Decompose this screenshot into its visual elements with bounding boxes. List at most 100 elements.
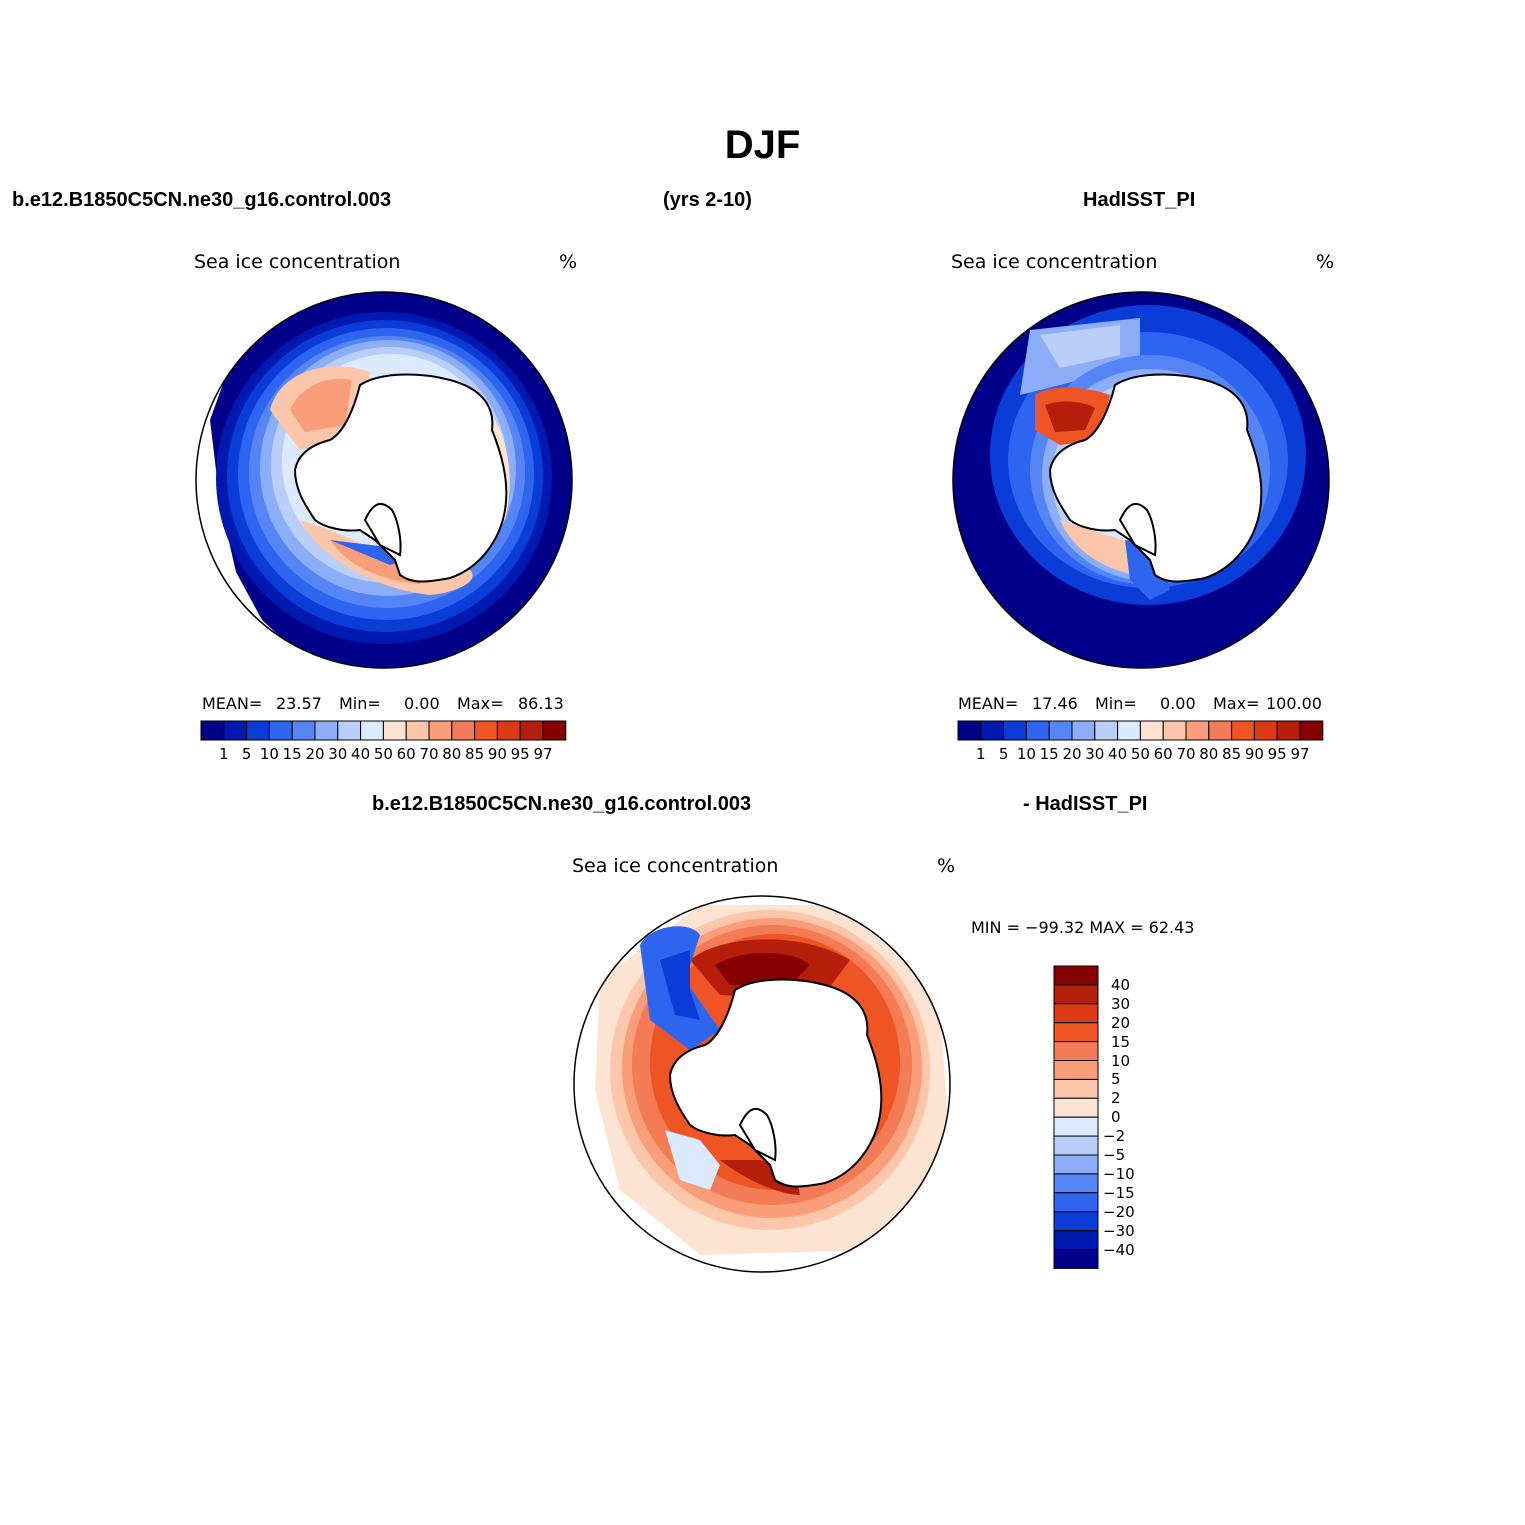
colorbar-tick-label: 20 [1111, 1013, 1131, 1032]
obs-sic-map [952, 291, 1330, 669]
colorbar-tick-label: 20 [1062, 745, 1082, 763]
colorbar-cell [1276, 720, 1301, 741]
panel-2-min-value: 0.00 [1160, 694, 1196, 713]
colorbar-cell [474, 720, 498, 741]
colorbar-tick-label: 10 [1111, 1051, 1131, 1070]
colorbar-cell [428, 720, 453, 741]
panel-2-max-value: 100.00 [1266, 694, 1322, 713]
colorbar-cell [1253, 720, 1278, 741]
colorbar-cell [405, 720, 430, 741]
colorbar-cell [1053, 1135, 1099, 1156]
antarctica-coastline-2 [1048, 373, 1263, 583]
colorbar-tick-label: 97 [1290, 745, 1310, 763]
map-boundary-2 [952, 291, 1330, 669]
map-boundary-3 [573, 895, 951, 1273]
colorbar-tick-label: 90 [1244, 745, 1264, 763]
colorbar-tick-label: 20 [305, 745, 325, 763]
antarctica-coastline-1 [293, 373, 508, 583]
panel-2-units: % [1316, 251, 1335, 273]
colorbar-tick-label: 5 [241, 745, 252, 763]
colorbar-cell [1053, 1173, 1099, 1194]
colorbar-tick-label: 30 [328, 745, 348, 763]
years-header: (yrs 2-10) [663, 189, 752, 211]
colorbar-cell [1053, 1022, 1099, 1043]
colorbar-tick-label: −15 [1103, 1183, 1135, 1202]
obs-name-header: HadISST_PI [1083, 189, 1196, 211]
colorbar-cell [1053, 984, 1099, 1005]
colorbar-cell [314, 720, 339, 741]
colorbar-tick-label: 85 [465, 745, 485, 763]
colorbar-tick-label: 97 [533, 745, 553, 763]
colorbar-difference [1053, 965, 1099, 1269]
diff-case-header: b.e12.B1850C5CN.ne30_g16.control.003 [372, 793, 752, 815]
colorbar-cell [496, 720, 521, 741]
colorbar-cell [957, 720, 982, 741]
colorbar-cell [451, 720, 476, 741]
colorbar-cell [1117, 720, 1141, 741]
diff-obs-header: - HadISST_PI [1023, 793, 1148, 815]
colorbar-cell [246, 720, 270, 741]
colorbar-tick-label: 10 [1016, 745, 1036, 763]
colorbar-cell [542, 720, 567, 741]
colorbar-tick-label: 95 [510, 745, 530, 763]
colorbar-tick-label: 40 [351, 745, 371, 763]
colorbar-cell [1299, 720, 1324, 741]
colorbar-cell [1053, 1078, 1099, 1099]
colorbar-cell [1139, 720, 1164, 741]
colorbar-cell [382, 720, 407, 741]
colorbar-tick-label: 5 [1111, 1070, 1121, 1089]
colorbar-cell [519, 720, 544, 741]
colorbar-tick-label: 50 [1130, 745, 1150, 763]
colorbar-cell [1053, 1249, 1099, 1269]
model-sic-map [195, 291, 573, 669]
colorbar-tick-label: 30 [1111, 994, 1131, 1013]
colorbar-cell [1071, 720, 1096, 741]
panel-2-title: Sea ice concentration [951, 251, 1158, 273]
colorbar-panel-1 [200, 720, 567, 741]
antarctica-coastline-3 [668, 978, 883, 1188]
colorbar-tick-label: 60 [396, 745, 416, 763]
panel-2-min-label: Min= [1095, 694, 1137, 713]
colorbar-cell [1053, 965, 1099, 986]
colorbar-tick-label: 15 [1039, 745, 1059, 763]
colorbar-cell [1053, 1003, 1099, 1024]
colorbar-cell [1025, 720, 1050, 741]
colorbar-cell [223, 720, 248, 741]
colorbar-tick-label: −5 [1103, 1146, 1126, 1164]
colorbar-cell [1185, 720, 1210, 741]
panel-1-mean-value: 23.57 [276, 694, 322, 713]
colorbar-tick-label: −20 [1103, 1202, 1135, 1221]
colorbar-cell [1048, 720, 1073, 741]
colorbar-cell [1053, 1154, 1099, 1175]
colorbar-tick-label: −2 [1103, 1127, 1126, 1146]
colorbar-cell [1053, 1192, 1099, 1213]
case-name-header: b.e12.B1850C5CN.ne30_g16.control.003 [12, 189, 392, 211]
colorbar-tick-label: 85 [1222, 745, 1242, 763]
colorbar-cell [1053, 1097, 1099, 1118]
colorbar-tick-label: 5 [998, 745, 1009, 763]
colorbar-cell [1053, 1060, 1099, 1080]
panel-1-max-label: Max= [457, 694, 504, 713]
colorbar-cell [1208, 720, 1233, 741]
panel-3-minmax: MIN = −99.32 MAX = 62.43 [971, 918, 1195, 937]
colorbar-cell [1053, 1230, 1099, 1250]
panel-1-min-label: Min= [339, 694, 381, 713]
colorbar-tick-label: 50 [373, 745, 393, 763]
panel-1-title: Sea ice concentration [194, 251, 401, 273]
colorbar-cell [268, 720, 293, 741]
colorbar-cell [1162, 720, 1187, 741]
colorbar-cell [980, 720, 1005, 741]
colorbar-cell [1003, 720, 1027, 741]
difference-sic-map [573, 895, 951, 1273]
colorbar-tick-label: 30 [1085, 745, 1105, 763]
panel-1-units: % [559, 251, 578, 273]
panel-3-units: % [937, 855, 956, 877]
colorbar-tick-label: 1 [976, 745, 986, 763]
colorbar-cell [337, 720, 362, 741]
colorbar-tick-label: 1 [219, 745, 229, 763]
colorbar-cell [1053, 1041, 1099, 1061]
colorbar-cell [1053, 1211, 1099, 1232]
panel-3-title: Sea ice concentration [572, 855, 779, 877]
colorbar-tick-label: 10 [259, 745, 279, 763]
